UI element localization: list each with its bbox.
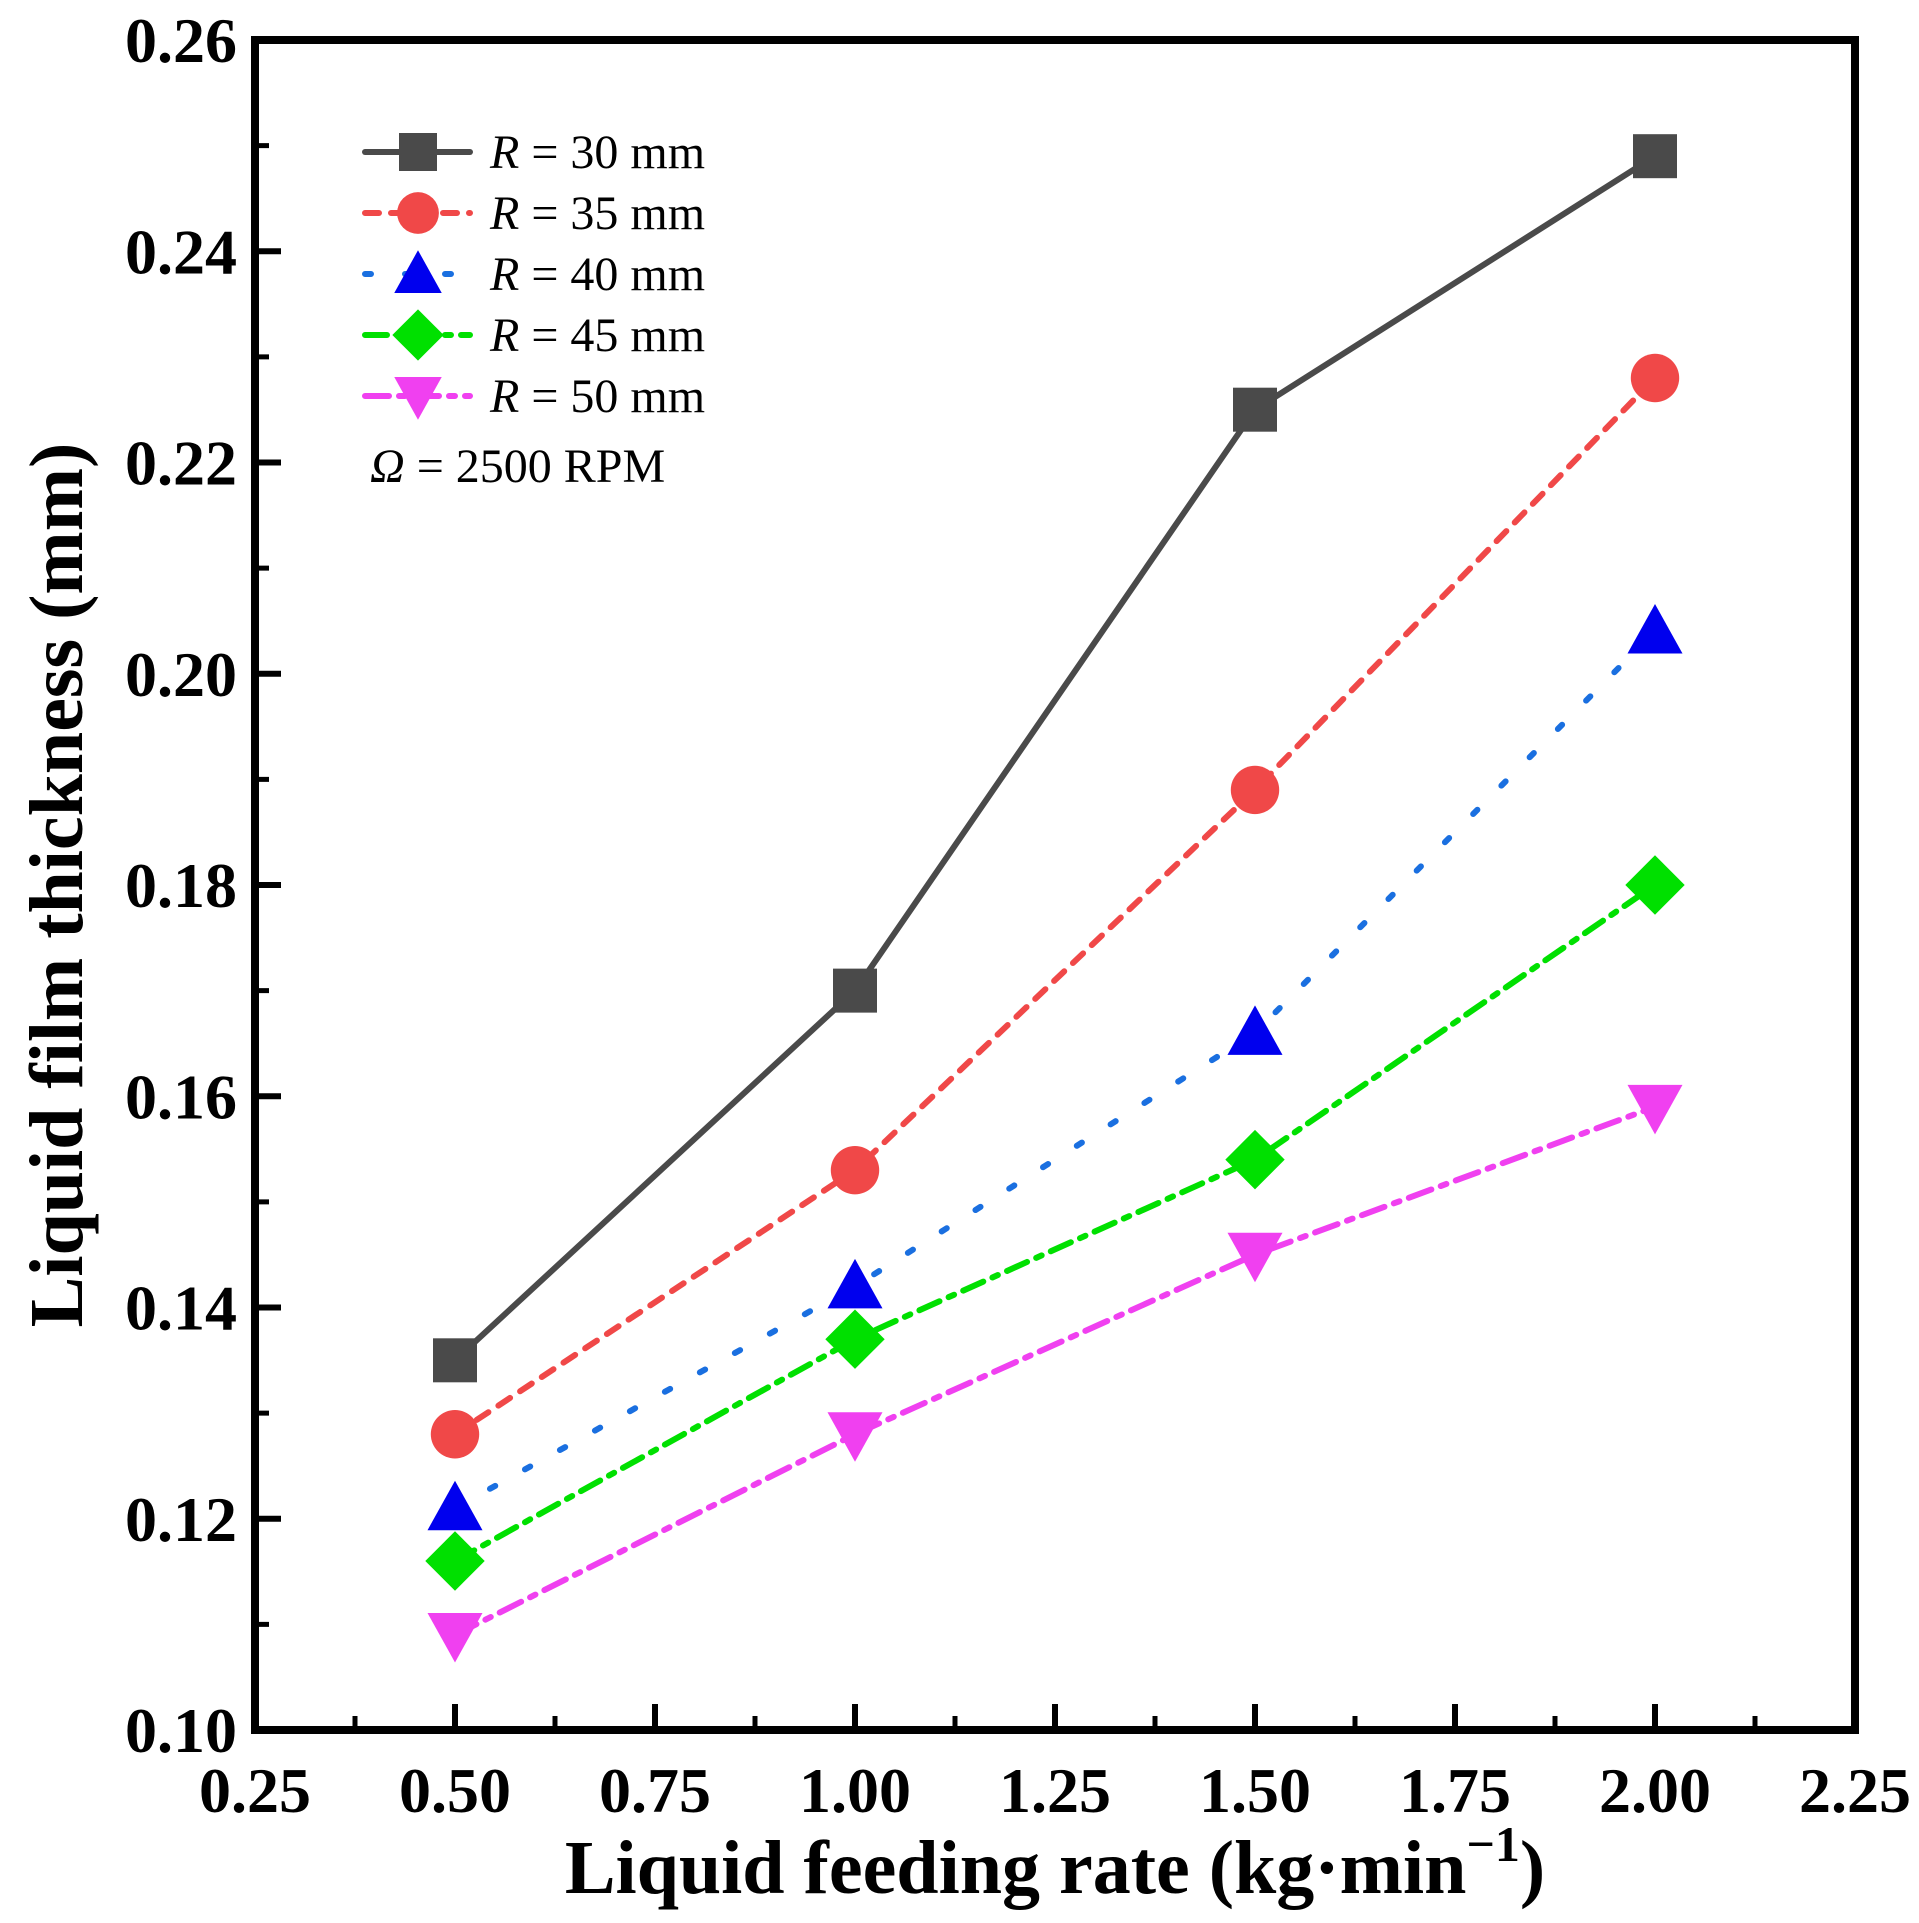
x-tick-label: 2.00 (1599, 1755, 1711, 1826)
data-point-square (833, 968, 877, 1013)
x-tick-label: 2.25 (1799, 1755, 1911, 1826)
annotation-variable: Ω (370, 440, 405, 493)
legend-marker-square (399, 133, 437, 171)
data-point-triangle-up (427, 1480, 483, 1531)
y-tick-label: 0.20 (125, 639, 237, 710)
axis-ticks (252, 37, 1858, 1733)
rotation-speed-annotation: Ω = 2500 RPM (370, 440, 665, 493)
data-point-triangle-down (1627, 1084, 1683, 1135)
series-line-2 (452, 375, 1658, 1438)
annotation-value: = 2500 RPM (405, 440, 665, 493)
legend-label: R = 35 mm (489, 187, 705, 240)
data-point-triangle-up (1627, 604, 1683, 654)
legend-label: R = 30 mm (489, 126, 705, 179)
legend-marker-circle (397, 192, 439, 234)
x-tick-label: 1.25 (999, 1755, 1111, 1826)
series-lines (452, 153, 1658, 1638)
series-markers (425, 134, 1685, 1663)
series-line-5 (452, 1103, 1658, 1638)
data-point-triangle-down (827, 1412, 883, 1462)
y-tick-label: 0.26 (125, 5, 237, 76)
series-line-3 (452, 628, 1658, 1512)
series-line-4 (452, 882, 1658, 1564)
data-point-square (1633, 134, 1677, 179)
data-point-diamond (1225, 1129, 1285, 1190)
data-point-square (1233, 387, 1277, 432)
y-tick-label: 0.10 (125, 1695, 237, 1766)
legend-label: R = 40 mm (489, 248, 705, 301)
data-point-diamond (1625, 855, 1685, 915)
legend: R = 30 mm R = 35 mm R = 40 mm R = 45 mm R = … (362, 126, 705, 423)
data-point-triangle-down (1227, 1232, 1283, 1283)
x-tick-label: 1.00 (799, 1755, 911, 1826)
y-tick-label: 0.22 (125, 428, 237, 499)
y-tick-label: 0.24 (125, 216, 237, 287)
data-point-circle (1630, 353, 1680, 403)
data-point-triangle-up (1227, 1005, 1283, 1055)
legend-marker-triangle-down (394, 377, 442, 420)
data-point-circle (1230, 765, 1280, 815)
y-tick-label: 0.14 (125, 1273, 237, 1344)
x-tick-label: 0.75 (599, 1755, 711, 1826)
x-axis-tick-labels: 0.25 0.50 0.75 1.00 1.25 1.50 1.75 2.00 2.25 (199, 1755, 1911, 1826)
x-axis-title-main: Liquid feeding rate (kg·min (565, 1826, 1467, 1910)
data-point-square (433, 1338, 477, 1383)
legend-marker-triangle-up (394, 250, 442, 293)
x-tick-label: 1.50 (1199, 1755, 1311, 1826)
x-axis-title-end: ) (1520, 1826, 1545, 1910)
y-tick-label: 0.16 (125, 1061, 237, 1132)
x-tick-label: 0.25 (199, 1755, 311, 1826)
x-tick-label: 1.75 (1399, 1755, 1511, 1826)
x-tick-label: 0.50 (399, 1755, 511, 1826)
legend-label: R = 45 mm (489, 309, 705, 362)
y-tick-label: 0.12 (125, 1484, 237, 1555)
series-line-1 (452, 153, 1658, 1364)
x-axis-title: Liquid feeding rate (kg·min−1) (565, 1816, 1545, 1910)
y-axis-tick-labels: 0.10 0.12 0.14 0.16 0.18 0.20 0.22 0.24 0.26 (125, 5, 237, 1766)
x-axis-title-superscript: −1 (1466, 1816, 1520, 1872)
legend-marker-diamond (392, 309, 444, 361)
y-tick-label: 0.18 (125, 850, 237, 921)
data-point-diamond (425, 1531, 485, 1591)
data-point-triangle-down (427, 1612, 483, 1663)
data-point-circle (430, 1410, 480, 1459)
data-point-diamond (825, 1309, 885, 1369)
data-point-triangle-up (827, 1258, 883, 1309)
y-axis-title: Liquid film thickness (mm) (15, 443, 99, 1328)
data-point-circle (830, 1145, 880, 1195)
legend-label: R = 50 mm (489, 370, 705, 423)
